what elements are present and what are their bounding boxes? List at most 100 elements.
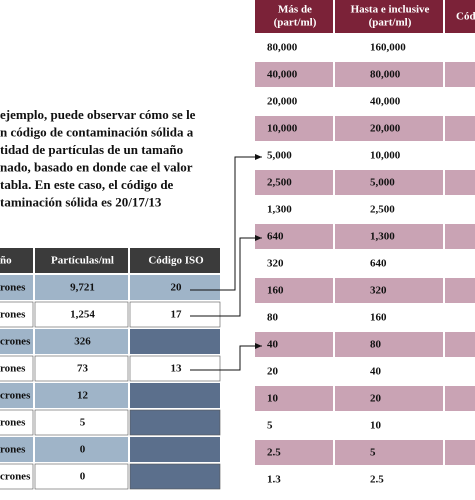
cell-text: 160,000 (370, 42, 406, 54)
row-cell (335, 143, 443, 168)
row-cell (445, 143, 475, 168)
arrows (190, 154, 262, 371)
cell-text: 10 (267, 393, 279, 405)
paragraph-line: tabla. En este caso, el código de (0, 177, 174, 192)
row-cell (335, 62, 443, 87)
header-text: Código (456, 11, 475, 23)
row-cell (335, 467, 443, 492)
cell-text: 80,000 (267, 42, 298, 54)
cell-text: 1,300 (267, 204, 292, 216)
header-text: Hasta e inclusive (351, 4, 430, 16)
cell-text: 80 (267, 312, 279, 324)
row-cell (129, 301, 221, 328)
row-cell (255, 62, 333, 87)
row-cell (335, 413, 443, 438)
cell-text: 40 (370, 366, 382, 378)
cell-text: rones (0, 309, 26, 321)
cell-text: 73 (77, 363, 89, 375)
cell-text: crones (0, 390, 31, 402)
paragraph-line: taminación sólida es 20/17/13 (0, 194, 162, 209)
header-text: Partículas/ml (51, 255, 114, 267)
cell-text: 320 (267, 258, 284, 270)
row-cell (0, 409, 34, 436)
cell-text: 1,254 (70, 309, 95, 321)
cell-text: rones (0, 444, 26, 456)
row-cell (335, 197, 443, 222)
row-cell (0, 329, 33, 354)
cell-text: 10 (370, 420, 382, 432)
row-cell (255, 359, 333, 384)
row-cell (0, 437, 33, 462)
row-cell (0, 355, 34, 382)
row-cell (35, 329, 128, 354)
cell-text: 40,000 (267, 69, 298, 81)
row-cell (335, 116, 443, 141)
cell-text: 160 (370, 312, 387, 324)
row-cell (255, 305, 333, 330)
row-cell (445, 359, 475, 384)
cell-text: 20 (171, 282, 183, 294)
cell-text: 9,721 (70, 282, 95, 294)
row-cell (335, 35, 443, 60)
cell-text: 5 (80, 417, 86, 429)
cell-text: 40 (267, 339, 279, 351)
row-cell (445, 62, 475, 87)
header-cell (445, 0, 475, 33)
row-cell (255, 116, 333, 141)
row-cell (129, 463, 221, 490)
cell-text: 160 (267, 285, 284, 297)
row-cell (255, 251, 333, 276)
cell-text: crones (0, 471, 31, 483)
row-cell (335, 170, 443, 195)
row-cell (129, 355, 221, 382)
cell-text: rones (0, 417, 26, 429)
row-cell (335, 332, 443, 357)
row-cell (445, 386, 475, 411)
cell-text: 2.5 (267, 447, 281, 459)
cell-text: 326 (74, 336, 91, 348)
row-cell (255, 332, 333, 357)
row-cell (445, 35, 475, 60)
row-cell (255, 467, 333, 492)
row-cell (255, 440, 333, 465)
row-cell (445, 251, 475, 276)
row-cell (0, 383, 33, 408)
header-cell (0, 248, 33, 273)
paragraph-line: n código de contaminación sólida a (0, 124, 194, 139)
row-cell (255, 143, 333, 168)
row-cell (255, 89, 333, 114)
row-cell (34, 301, 129, 328)
header-cell (335, 0, 443, 33)
row-cell (445, 197, 475, 222)
cell-text: 640 (370, 258, 387, 270)
row-cell (34, 409, 129, 436)
row-cell (445, 116, 475, 141)
row-cell (255, 35, 333, 60)
row-cell (130, 437, 220, 462)
row-cell (335, 89, 443, 114)
row-cell (445, 440, 475, 465)
cell-text: 17 (171, 309, 183, 321)
cell-text: 1,300 (370, 231, 395, 243)
cell-text: 20,000 (370, 123, 401, 135)
row-cell (445, 467, 475, 492)
row-cell (335, 386, 443, 411)
row-cell (255, 413, 333, 438)
row-cell (335, 278, 443, 303)
cell-text: rones (0, 363, 26, 375)
row-cell (335, 305, 443, 330)
cell-text: rones (0, 282, 26, 294)
header-cell (130, 248, 220, 273)
cell-text: 12 (77, 390, 89, 402)
row-cell (335, 224, 443, 249)
row-cell (445, 278, 475, 303)
cell-text: 320 (370, 285, 387, 297)
header-cell (35, 248, 128, 273)
row-cell (255, 170, 333, 195)
cell-text: 80,000 (370, 69, 401, 81)
row-cell (445, 413, 475, 438)
row-cell (255, 197, 333, 222)
row-cell (445, 332, 475, 357)
row-cell (0, 463, 34, 490)
cell-text: 1.3 (267, 474, 281, 486)
